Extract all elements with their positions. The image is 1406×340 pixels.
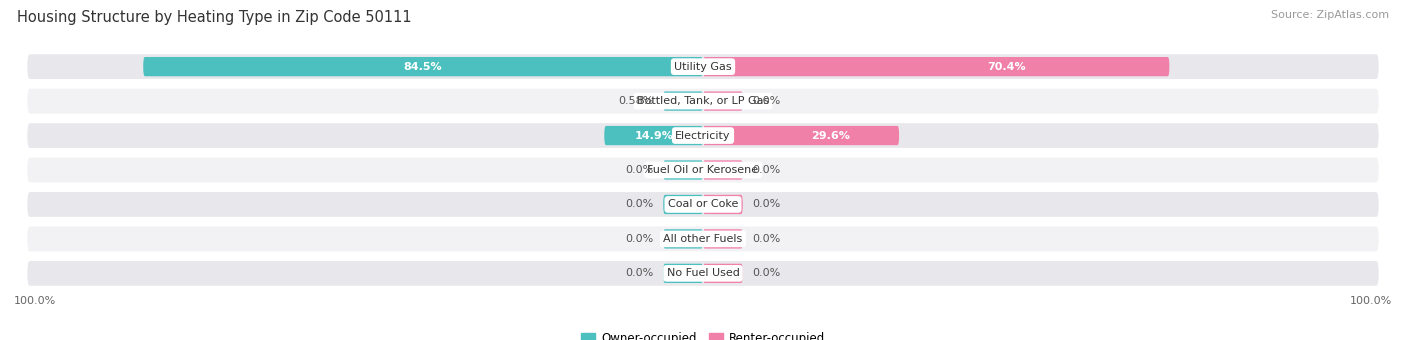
Text: 0.0%: 0.0% (752, 268, 780, 278)
FancyBboxPatch shape (703, 264, 742, 283)
FancyBboxPatch shape (703, 229, 742, 249)
Text: 0.0%: 0.0% (626, 268, 654, 278)
Text: Electricity: Electricity (675, 131, 731, 140)
FancyBboxPatch shape (143, 57, 703, 76)
FancyBboxPatch shape (664, 264, 703, 283)
Text: 70.4%: 70.4% (987, 62, 1025, 72)
Text: Fuel Oil or Kerosene: Fuel Oil or Kerosene (647, 165, 759, 175)
Text: 0.0%: 0.0% (626, 234, 654, 244)
Text: 0.0%: 0.0% (752, 96, 780, 106)
FancyBboxPatch shape (664, 160, 703, 180)
FancyBboxPatch shape (27, 89, 1379, 114)
FancyBboxPatch shape (703, 57, 1170, 76)
Text: 0.0%: 0.0% (626, 200, 654, 209)
Text: 0.0%: 0.0% (752, 234, 780, 244)
Text: 29.6%: 29.6% (811, 131, 849, 140)
Text: Source: ZipAtlas.com: Source: ZipAtlas.com (1271, 10, 1389, 20)
FancyBboxPatch shape (27, 54, 1379, 79)
Text: Coal or Coke: Coal or Coke (668, 200, 738, 209)
Text: 14.9%: 14.9% (634, 131, 673, 140)
FancyBboxPatch shape (664, 229, 703, 249)
Text: All other Fuels: All other Fuels (664, 234, 742, 244)
Text: 84.5%: 84.5% (404, 62, 443, 72)
FancyBboxPatch shape (27, 261, 1379, 286)
FancyBboxPatch shape (703, 126, 898, 145)
Text: 0.0%: 0.0% (626, 165, 654, 175)
Text: Utility Gas: Utility Gas (675, 62, 731, 72)
Text: 100.0%: 100.0% (1350, 296, 1392, 306)
FancyBboxPatch shape (605, 126, 703, 145)
Text: 100.0%: 100.0% (14, 296, 56, 306)
Text: Bottled, Tank, or LP Gas: Bottled, Tank, or LP Gas (637, 96, 769, 106)
Text: No Fuel Used: No Fuel Used (666, 268, 740, 278)
FancyBboxPatch shape (27, 123, 1379, 148)
FancyBboxPatch shape (664, 195, 703, 214)
FancyBboxPatch shape (703, 91, 742, 111)
Text: 0.0%: 0.0% (752, 165, 780, 175)
FancyBboxPatch shape (27, 192, 1379, 217)
FancyBboxPatch shape (27, 226, 1379, 251)
Legend: Owner-occupied, Renter-occupied: Owner-occupied, Renter-occupied (576, 328, 830, 340)
FancyBboxPatch shape (703, 195, 742, 214)
FancyBboxPatch shape (27, 158, 1379, 182)
FancyBboxPatch shape (703, 160, 742, 180)
FancyBboxPatch shape (664, 91, 703, 111)
Text: 0.58%: 0.58% (619, 96, 654, 106)
Text: 0.0%: 0.0% (752, 200, 780, 209)
Text: Housing Structure by Heating Type in Zip Code 50111: Housing Structure by Heating Type in Zip… (17, 10, 412, 25)
